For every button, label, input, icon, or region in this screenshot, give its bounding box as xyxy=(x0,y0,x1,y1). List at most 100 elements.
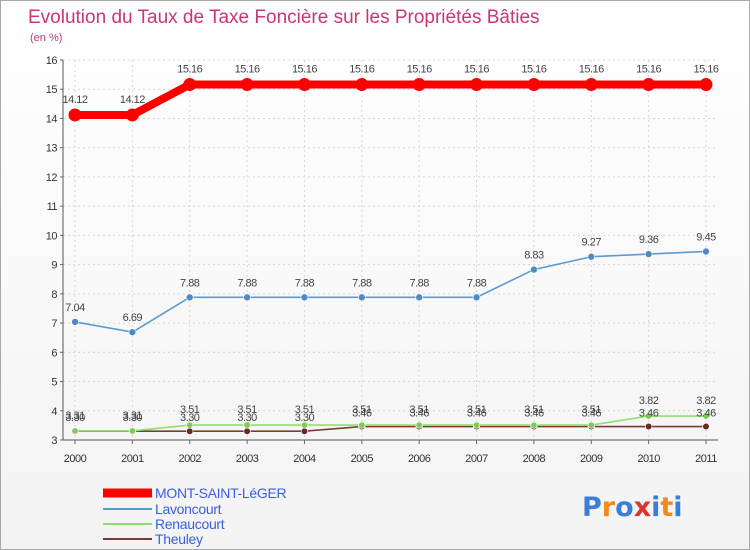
data-point-renaucourt xyxy=(702,412,710,420)
data-point-lavoncourt xyxy=(185,293,194,302)
legend-label-lavoncourt: Lavoncourt xyxy=(155,501,222,517)
data-point-lavoncourt xyxy=(644,250,653,258)
data-point-mont-saint-l-ger xyxy=(125,108,139,122)
series-line-mont-saint-l-ger xyxy=(75,80,706,119)
y-tick-label: 3 xyxy=(51,435,57,447)
data-label-lavoncourt: 9.45 xyxy=(696,231,716,243)
data-point-renaucourt xyxy=(473,421,481,429)
data-label-theuley: 3.30 xyxy=(123,412,143,424)
y-tick-label: 10 xyxy=(46,230,58,242)
data-point-lavoncourt xyxy=(128,328,137,336)
data-point-renaucourt xyxy=(243,421,251,429)
data-point-theuley xyxy=(645,422,653,431)
data-point-lavoncourt xyxy=(300,293,309,302)
data-label-renaucourt: 3.31 xyxy=(123,410,143,422)
data-label-renaucourt: 3.82 xyxy=(696,395,716,407)
data-point-theuley xyxy=(702,422,710,431)
data-label-mont-saint-l-ger: 15.16 xyxy=(349,64,374,76)
proxiti-logo: Proxiti xyxy=(582,492,683,523)
data-label-lavoncourt: 7.88 xyxy=(409,277,429,289)
data-label-mont-saint-l-ger: 15.16 xyxy=(292,64,317,76)
data-label-renaucourt: 3.51 xyxy=(237,404,257,416)
x-tick-label: 2008 xyxy=(523,453,546,465)
data-label-mont-saint-l-ger: 15.16 xyxy=(521,64,546,76)
x-tick-label: 2009 xyxy=(580,453,603,465)
series-line-lavoncourt xyxy=(74,250,707,333)
data-point-renaucourt xyxy=(71,427,79,435)
data-labels: 3.30 3.30 3.30 3.30 3.30 3.46 3.46 3.46 3.46 3.46… xyxy=(62,64,719,425)
data-point-lavoncourt xyxy=(702,247,710,256)
data-point-renaucourt xyxy=(645,412,653,420)
data-label-mont-saint-l-ger: 15.16 xyxy=(693,64,718,76)
chart-subtitle: (en %) xyxy=(30,32,62,44)
data-label-theuley: 3.46 xyxy=(524,408,544,420)
data-point-mont-saint-l-ger xyxy=(68,108,82,122)
data-point-mont-saint-l-ger xyxy=(183,78,197,92)
x-tick-label: 2004 xyxy=(293,453,316,465)
y-tick-label: 6 xyxy=(51,347,57,359)
y-tick-label: 11 xyxy=(47,201,58,213)
y-tick-label: 16 xyxy=(46,55,58,67)
axes xyxy=(62,60,718,441)
data-point-renaucourt xyxy=(128,427,136,435)
x-tick-label: 2002 xyxy=(178,453,201,465)
data-point-renaucourt xyxy=(415,421,423,429)
data-point-lavoncourt xyxy=(243,293,251,302)
data-point-mont-saint-l-ger xyxy=(355,78,369,92)
data-label-mont-saint-l-ger: 15.16 xyxy=(579,64,604,76)
data-label-theuley: 3.30 xyxy=(180,412,200,424)
y-tick-label: 15 xyxy=(46,84,58,96)
data-point-mont-saint-l-ger xyxy=(584,78,598,92)
series-line-renaucourt xyxy=(75,415,706,432)
data-label-renaucourt: 3.51 xyxy=(524,404,544,416)
data-label-lavoncourt: 7.88 xyxy=(180,277,200,289)
data-label-lavoncourt: 8.83 xyxy=(524,250,544,262)
data-label-theuley: 3.46 xyxy=(409,408,429,420)
chart-title: Evolution du Taux de Taxe Foncière sur l… xyxy=(28,7,540,28)
series-layer xyxy=(68,78,713,435)
y-tick-label: 9 xyxy=(51,260,57,272)
x-axis-ticks: 2000 2001 2002 2003 2004 2005 2006 2007 2008 2009… xyxy=(64,440,718,465)
data-label-mont-saint-l-ger: 15.16 xyxy=(636,64,661,76)
x-tick-label: 2010 xyxy=(637,453,660,465)
data-point-theuley xyxy=(300,427,309,435)
y-tick-label: 8 xyxy=(51,289,57,301)
legend: MONT-SAINT-LéGERLavoncourtRenaucourtTheu… xyxy=(103,485,287,547)
y-axis-ticks: 3 4 5 6 7 8 9 10 11 12 13 14 15 16 xyxy=(46,55,63,447)
data-label-renaucourt: 3.51 xyxy=(352,404,372,416)
data-label-mont-saint-l-ger: 15.16 xyxy=(464,64,489,76)
legend-label-theuley: Theuley xyxy=(155,531,203,547)
data-label-lavoncourt: 7.88 xyxy=(467,277,487,289)
y-tick-label: 14 xyxy=(46,113,58,125)
data-point-lavoncourt xyxy=(358,293,366,302)
data-label-theuley: 3.46 xyxy=(582,408,602,420)
data-point-renaucourt xyxy=(358,421,366,429)
logo-text: Proxiti xyxy=(582,492,683,523)
data-point-lavoncourt xyxy=(472,293,481,302)
data-label-renaucourt: 3.31 xyxy=(65,410,85,422)
data-point-renaucourt xyxy=(186,421,194,429)
data-label-mont-saint-l-ger: 14.12 xyxy=(62,94,87,106)
data-label-lavoncourt: 9.36 xyxy=(639,234,659,246)
x-tick-label: 2011 xyxy=(695,453,717,465)
y-tick-label: 13 xyxy=(46,143,58,155)
x-tick-label: 2005 xyxy=(351,453,374,465)
grid xyxy=(63,59,718,441)
data-label-renaucourt: 3.51 xyxy=(409,404,429,416)
data-label-theuley: 3.30 xyxy=(65,412,85,424)
x-tick-label: 2001 xyxy=(121,453,144,465)
data-point-theuley xyxy=(186,427,194,435)
x-tick-label: 2000 xyxy=(64,453,87,465)
data-point-mont-saint-l-ger xyxy=(297,78,311,92)
data-label-renaucourt: 3.82 xyxy=(639,395,659,407)
legend-label-renaucourt: Renaucourt xyxy=(155,516,225,532)
data-label-lavoncourt: 7.04 xyxy=(65,302,85,314)
data-point-mont-saint-l-ger xyxy=(527,78,541,92)
data-label-lavoncourt: 6.69 xyxy=(123,312,143,324)
data-label-renaucourt: 3.51 xyxy=(180,404,200,416)
data-label-theuley: 3.30 xyxy=(295,412,315,424)
data-label-renaucourt: 3.51 xyxy=(295,404,315,416)
data-label-theuley: 3.30 xyxy=(237,412,257,424)
